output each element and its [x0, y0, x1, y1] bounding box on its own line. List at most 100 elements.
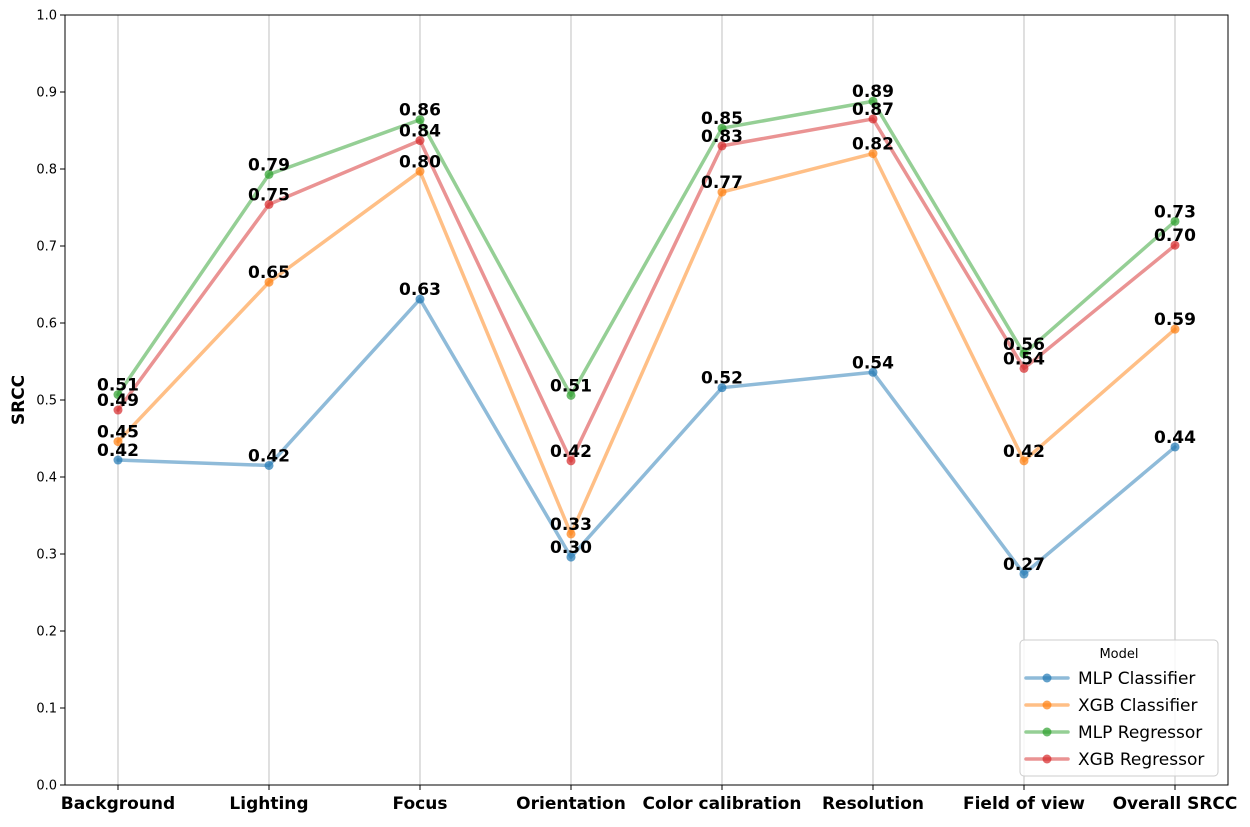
data-label: 0.42 [1003, 442, 1045, 462]
x-tick-label: Color calibration [643, 794, 802, 814]
x-tick-label: Overall SRCC [1113, 794, 1238, 814]
legend-swatch-marker [1042, 727, 1052, 737]
data-label: 0.42 [248, 446, 290, 466]
data-point [717, 141, 727, 151]
data-point [113, 455, 123, 465]
data-label: 0.77 [701, 173, 743, 193]
y-tick-label: 1.0 [36, 9, 57, 24]
data-label: 0.59 [1154, 310, 1196, 330]
y-tick-label: 0.3 [36, 548, 57, 563]
data-label: 0.44 [1154, 428, 1196, 448]
x-tick-label: Resolution [822, 794, 924, 814]
data-point [566, 529, 576, 539]
data-label: 0.42 [550, 442, 592, 462]
legend-title: Model [1099, 647, 1138, 662]
data-point [566, 552, 576, 562]
data-point [113, 405, 123, 415]
legend-swatch-marker [1042, 700, 1052, 710]
data-label: 0.80 [399, 152, 441, 172]
data-point [264, 169, 274, 179]
data-point [868, 367, 878, 377]
data-label: 0.51 [550, 376, 592, 396]
data-label: 0.51 [97, 376, 139, 396]
data-label: 0.63 [399, 280, 441, 300]
y-tick-label: 0.0 [36, 779, 57, 794]
x-tick-label: Orientation [516, 794, 626, 814]
data-label: 0.54 [1003, 349, 1045, 369]
data-point [868, 149, 878, 159]
data-point [1019, 569, 1029, 579]
data-label: 0.52 [701, 369, 743, 389]
data-label: 0.89 [852, 82, 894, 102]
data-label: 0.49 [97, 391, 139, 411]
data-point [264, 199, 274, 209]
data-point [415, 136, 425, 146]
data-point [1170, 442, 1180, 452]
data-label: 0.27 [1003, 555, 1045, 575]
legend-entry-label: XGB Classifier [1078, 696, 1198, 716]
series-layer [113, 96, 1180, 579]
y-axis-label: SRCC [9, 375, 29, 425]
y-tick-label: 0.8 [36, 163, 57, 178]
data-point [113, 390, 123, 400]
data-label: 0.45 [97, 423, 139, 443]
x-tick-label: Field of view [963, 794, 1085, 814]
data-label: 0.82 [852, 135, 894, 155]
y-tick-label: 0.7 [36, 240, 57, 255]
x-tick-label: Lighting [229, 794, 308, 814]
data-point [1019, 456, 1029, 466]
legend-swatch-marker [1042, 754, 1052, 764]
data-label: 0.54 [852, 353, 894, 373]
data-point [264, 460, 274, 470]
data-label: 0.33 [550, 515, 592, 535]
data-point [566, 390, 576, 400]
data-point [868, 114, 878, 124]
data-point [717, 187, 727, 197]
x-tick-label: Focus [393, 794, 448, 814]
data-point [868, 96, 878, 106]
data-label: 0.75 [248, 185, 290, 205]
data-point [113, 437, 123, 447]
data-label: 0.84 [399, 122, 441, 142]
data-point [415, 166, 425, 176]
series-line [116, 297, 1177, 576]
axes-layer: 0.0 0.1 0.2 0.3 0.4 0.5 0.6 0.7 0.8 0.9 1.0 Backgro… [9, 9, 1237, 815]
data-point [566, 456, 576, 466]
data-label: 0.83 [701, 127, 743, 147]
x-tick-label: Background [61, 794, 175, 814]
series-line [116, 117, 1177, 463]
data-point [717, 123, 727, 133]
data-label: 0.79 [248, 155, 290, 175]
series-line [116, 99, 1177, 398]
legend: Model MLP Classifier XGB Classifier MLP Reg… [1019, 639, 1219, 777]
y-tick-label: 0.1 [36, 702, 57, 717]
legend-swatch-marker [1042, 673, 1052, 683]
data-point [264, 277, 274, 287]
data-label: 0.56 [1003, 335, 1045, 355]
data-label: 0.30 [550, 538, 592, 558]
data-label: 0.65 [248, 263, 290, 283]
data-point [1019, 363, 1029, 373]
y-tick-label: 0.6 [36, 317, 57, 332]
data-point [1019, 349, 1029, 359]
legend-entry-label: MLP Regressor [1078, 723, 1202, 743]
y-tick-label: 0.5 [36, 394, 57, 409]
data-point [717, 383, 727, 393]
legend-entry-label: XGB Regressor [1078, 750, 1204, 770]
data-point [415, 294, 425, 304]
data-label: 0.86 [399, 101, 441, 121]
data-point [1170, 324, 1180, 334]
data-labels-layer: 0.42 0.42 0.63 0.30 0.52 0.54 0.27 0.44 0.45 0.65… [97, 82, 1196, 575]
data-label: 0.70 [1154, 226, 1196, 246]
data-label: 0.87 [852, 100, 894, 120]
data-point [415, 115, 425, 125]
y-tick-label: 0.4 [36, 471, 57, 486]
data-label: 0.42 [97, 441, 139, 461]
y-tick-label: 0.9 [36, 86, 57, 101]
grid-layer [117, 15, 1176, 785]
data-label: 0.85 [701, 109, 743, 129]
legend-entry-label: MLP Classifier [1078, 669, 1195, 689]
y-tick-label: 0.2 [36, 625, 57, 640]
